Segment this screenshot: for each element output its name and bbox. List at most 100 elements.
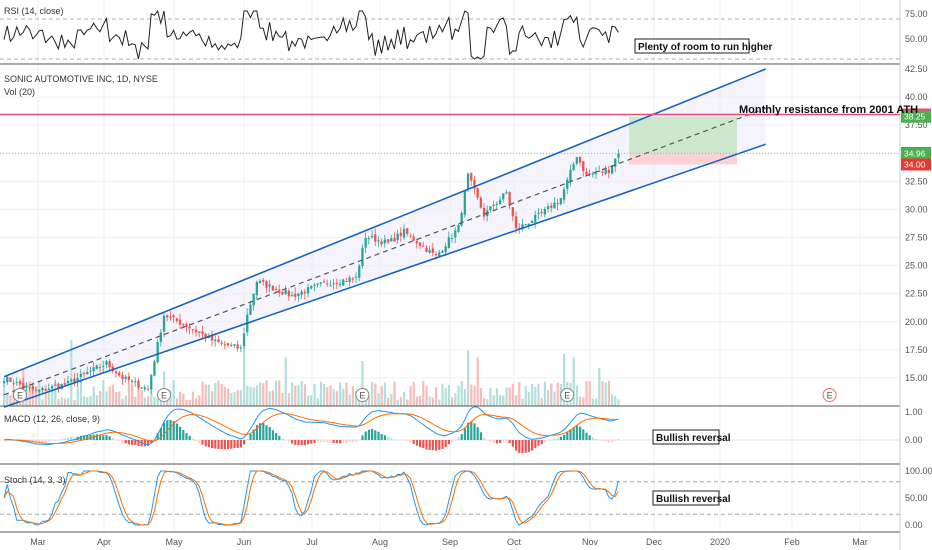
macd-histogram-bar <box>332 440 335 444</box>
volume-bar <box>300 380 303 406</box>
earnings-marker[interactable] <box>157 388 171 402</box>
rsi-label: RSI (14, close) <box>4 6 64 16</box>
candle <box>50 386 54 389</box>
trade-box[interactable] <box>629 116 737 165</box>
rsi-note-box[interactable] <box>634 38 750 54</box>
volume-bar <box>207 384 210 406</box>
macd-histogram-bar <box>489 440 492 442</box>
price-tick-label: 32.50 <box>905 176 928 186</box>
macd-histogram-bar <box>579 426 582 440</box>
price-tag-label: 34.00 <box>904 159 926 169</box>
candle <box>18 381 22 385</box>
volume-bar <box>611 394 614 406</box>
macd-note-box[interactable] <box>652 429 720 445</box>
volume-bar <box>108 386 111 406</box>
macd-histogram-bar <box>236 440 239 448</box>
macd-tick-label: 1.00 <box>905 407 923 417</box>
earnings-marker[interactable] <box>355 388 370 402</box>
candle <box>28 386 31 388</box>
macd-histogram-bar <box>339 440 342 444</box>
volume-bar <box>383 382 386 406</box>
candle <box>351 278 354 280</box>
candle <box>44 389 47 391</box>
loss-zone[interactable] <box>629 153 737 165</box>
candle <box>396 233 399 241</box>
macd-histogram-bar <box>243 440 246 445</box>
volume-bar <box>6 394 9 406</box>
earnings-marker[interactable] <box>822 388 837 402</box>
channel-mid-line[interactable] <box>3 107 766 396</box>
earnings-marker[interactable] <box>560 388 575 402</box>
macd-histogram-bar <box>326 440 329 443</box>
volume-bar <box>92 386 95 406</box>
macd-histogram-bar <box>415 440 418 446</box>
macd-histogram-bar <box>531 440 534 451</box>
candle <box>518 227 521 229</box>
macd-histogram-bar <box>431 440 434 451</box>
candle <box>191 329 194 331</box>
candle <box>89 370 92 372</box>
macd-histogram-bar <box>582 429 585 440</box>
macd-histogram-bar <box>428 440 431 450</box>
volume-bar <box>521 398 524 406</box>
macd-histogram-bar <box>230 440 233 449</box>
macd-histogram-bar <box>380 434 383 440</box>
macd-histogram-bar <box>265 425 268 440</box>
volume-bar <box>406 399 409 406</box>
earnings-marker[interactable] <box>13 388 27 402</box>
price-tag-label: 34.96 <box>904 149 926 159</box>
candle <box>521 224 524 230</box>
stoch-k-line <box>3 470 619 526</box>
volume-bar <box>543 381 546 406</box>
volume-bar <box>540 397 543 406</box>
volume-bar <box>70 340 73 406</box>
candle <box>502 193 505 200</box>
volume-bar <box>63 398 66 406</box>
macd-histogram-bar <box>387 437 390 440</box>
macd-histogram-bar <box>361 435 364 440</box>
candle <box>172 315 175 317</box>
macd-histogram-bar <box>534 440 537 448</box>
macd-histogram-bar <box>492 440 495 443</box>
volume-bar <box>588 380 591 406</box>
macd-histogram-bar <box>73 437 76 440</box>
candle <box>303 291 306 294</box>
macd-histogram-bar <box>575 425 578 440</box>
volume-bar <box>9 395 12 406</box>
volume-bar <box>195 398 198 406</box>
macd-histogram-bar <box>495 440 498 444</box>
candle <box>364 238 367 248</box>
macd-histogram-bar <box>227 440 230 450</box>
volume-bar <box>124 395 127 406</box>
macd-layer <box>0 406 900 454</box>
macd-histogram-bar <box>255 425 258 440</box>
channel-upper-line[interactable] <box>3 68 766 378</box>
candle <box>233 344 236 346</box>
candle <box>572 164 575 171</box>
channel-lower-line[interactable] <box>3 143 766 408</box>
candle <box>374 234 377 242</box>
candle <box>175 318 178 321</box>
candle <box>258 280 262 283</box>
macd-histogram-bar <box>99 434 102 440</box>
macd-histogram-bar <box>444 440 447 448</box>
candle <box>415 241 418 244</box>
candle <box>185 323 188 328</box>
volume-bar <box>387 397 390 406</box>
candle <box>358 265 361 278</box>
stoch-tick-label: 0.00 <box>905 520 923 530</box>
volume-bar <box>572 357 575 406</box>
stoch-note-box[interactable] <box>652 490 720 506</box>
macd-histogram-bar <box>121 440 124 443</box>
macd-histogram-bar <box>57 439 60 441</box>
macd-histogram-bar <box>172 420 175 440</box>
candle <box>345 280 348 282</box>
volume-bar <box>467 350 470 406</box>
macd-histogram-bar <box>569 429 572 440</box>
macd-histogram-bar <box>483 437 486 440</box>
volume-bar <box>303 384 306 406</box>
channel-lines[interactable] <box>0 68 900 408</box>
profit-zone[interactable] <box>629 116 737 154</box>
volume-bar <box>556 382 559 406</box>
